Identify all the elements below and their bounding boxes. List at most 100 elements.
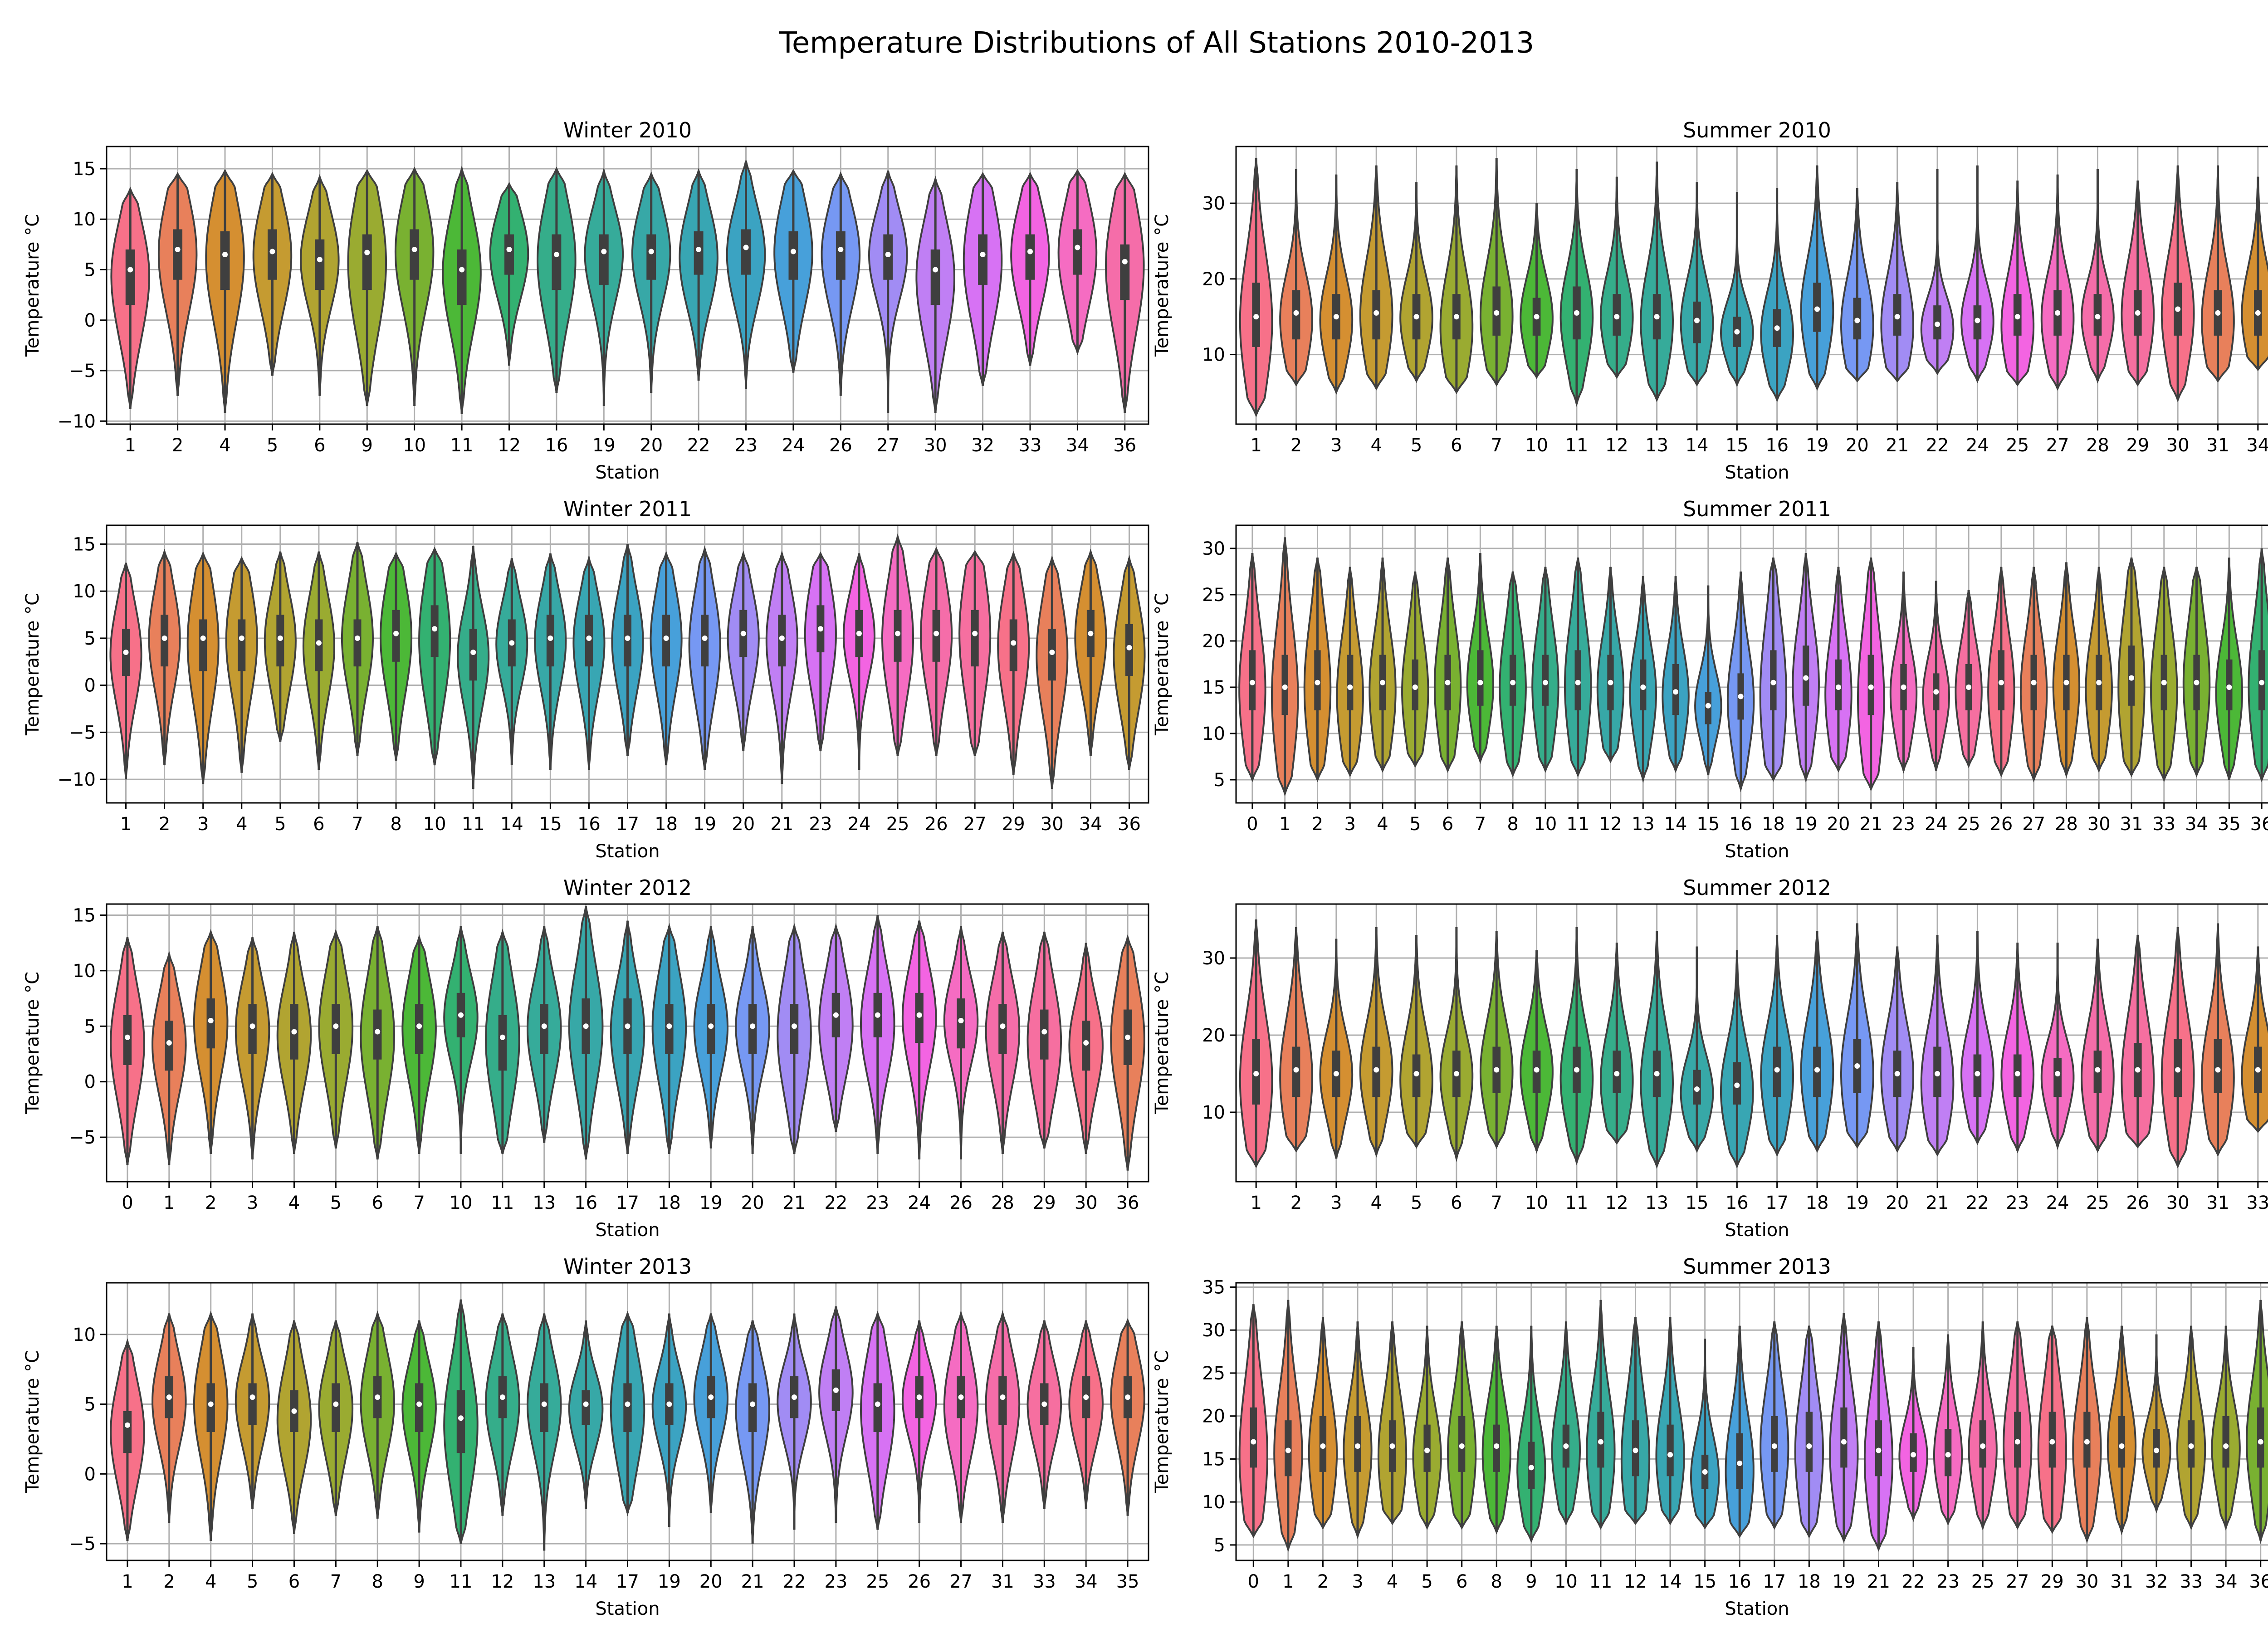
x-tick-label: 16	[545, 435, 568, 456]
violin-median	[1534, 1067, 1540, 1073]
violin-station-30	[915, 176, 955, 413]
violin-station-4	[225, 556, 258, 773]
x-tick-label: 36	[1118, 814, 1141, 835]
x-tick-label: 11	[1589, 1571, 1612, 1592]
violin-median	[1803, 675, 1809, 681]
violin-station-19	[693, 926, 728, 1149]
violin-station-12	[1596, 567, 1625, 763]
x-tick-label: 23	[1936, 1571, 1960, 1592]
violin-iqr-box	[646, 234, 656, 280]
y-axis-label: Temperature °C	[1152, 593, 1173, 736]
violin-median	[792, 1394, 797, 1400]
y-axis-label: Temperature °C	[22, 593, 43, 736]
violin-station-6	[1439, 165, 1474, 394]
violin-median	[2154, 1447, 2160, 1453]
violin-body	[2241, 176, 2268, 372]
violin-station-36	[2246, 1300, 2268, 1544]
violin-station-25	[1968, 1321, 1998, 1531]
violin-station-26	[2121, 934, 2155, 1149]
x-tick-label: 11	[1565, 1193, 1588, 1213]
violin-median	[2226, 684, 2232, 690]
x-tick-label: 10	[1554, 1571, 1578, 1592]
violin-station-25	[2081, 939, 2115, 1153]
violin-median	[208, 1018, 214, 1024]
x-tick-label: 18	[658, 1193, 681, 1213]
x-tick-label: 4	[1387, 1571, 1398, 1592]
y-tick-label: −10	[58, 411, 96, 432]
violin-station-4	[276, 931, 312, 1154]
violin-iqr-box	[456, 1390, 465, 1453]
violin-median	[553, 252, 559, 258]
violin-station-11	[1559, 927, 1594, 1166]
violin-median	[1574, 1067, 1579, 1073]
violin-iqr-box	[1040, 1009, 1049, 1060]
y-axis-label: Temperature °C	[22, 214, 43, 357]
violin-median	[750, 1023, 756, 1029]
violin-median	[958, 1018, 964, 1024]
violin-station-18	[1759, 557, 1788, 782]
x-tick-label: 6	[371, 1193, 383, 1213]
violin-median	[1088, 631, 1094, 636]
x-tick-label: 33	[2180, 1571, 2203, 1592]
violin-median	[895, 631, 901, 636]
violin-iqr-box	[978, 234, 988, 285]
violin-station-18	[1800, 931, 1834, 1153]
violin-median	[1640, 684, 1646, 690]
violin-median	[1049, 650, 1055, 655]
violin-median	[2215, 310, 2221, 316]
violin-station-17	[610, 920, 645, 1154]
y-axis-label: Temperature °C	[1152, 214, 1173, 357]
y-axis-label: Temperature °C	[22, 1350, 43, 1493]
x-tick-label: 36	[2249, 1571, 2268, 1592]
violin-iqr-box	[2257, 1407, 2264, 1468]
x-tick-label: 27	[2006, 1571, 2029, 1592]
violin-median	[375, 1029, 381, 1035]
violin-median	[1667, 1452, 1673, 1457]
y-tick-label: 0	[84, 1464, 96, 1485]
violin-iqr-box	[998, 1376, 1007, 1425]
x-tick-label: 9	[413, 1571, 425, 1592]
x-tick-label: 14	[1686, 435, 1709, 456]
violin-median	[432, 626, 438, 632]
violin-median	[1041, 1401, 1047, 1407]
y-tick-label: 15	[73, 534, 96, 555]
violin-station-8	[360, 1310, 396, 1519]
y-tick-label: 25	[1202, 585, 1225, 606]
violin-median	[1998, 680, 2004, 685]
x-tick-label: 6	[1451, 1193, 1462, 1213]
x-tick-label: 30	[2087, 814, 2111, 835]
violin-median	[1654, 1071, 1660, 1076]
violin-station-6	[1433, 557, 1462, 773]
violin-median	[1494, 310, 1500, 316]
y-tick-label: 15	[1202, 677, 1225, 698]
violin-median	[1320, 1443, 1326, 1449]
violin-median	[2119, 1443, 2125, 1449]
violin-median	[411, 246, 417, 252]
violin-station-24	[1922, 581, 1950, 771]
violin-median	[1389, 1443, 1395, 1449]
y-tick-label: 0	[84, 675, 96, 696]
violin-station-10	[1520, 950, 1554, 1154]
violin-iqr-box	[790, 1004, 799, 1054]
violin-median	[1075, 244, 1080, 250]
x-tick-label: 19	[693, 814, 716, 835]
x-tick-label: 30	[1041, 814, 1064, 835]
violin-median	[1945, 1452, 1951, 1457]
x-tick-label: 4	[288, 1193, 300, 1213]
violin-station-18	[650, 551, 683, 766]
violin-station-2	[193, 929, 229, 1154]
violin-median	[2128, 675, 2134, 681]
violin-body	[2241, 946, 2268, 1133]
x-tick-label: 34	[1066, 435, 1089, 456]
violin-station-29	[2037, 1325, 2067, 1534]
violin-median	[1673, 689, 1679, 695]
violin-station-17	[611, 544, 644, 756]
violin-station-31	[2107, 1325, 2137, 1535]
violin-median	[702, 635, 708, 641]
violin-median	[1563, 1443, 1569, 1449]
x-tick-label: 6	[1456, 1571, 1467, 1592]
x-tick-label: 7	[1491, 1193, 1502, 1213]
violin-median	[277, 635, 283, 641]
